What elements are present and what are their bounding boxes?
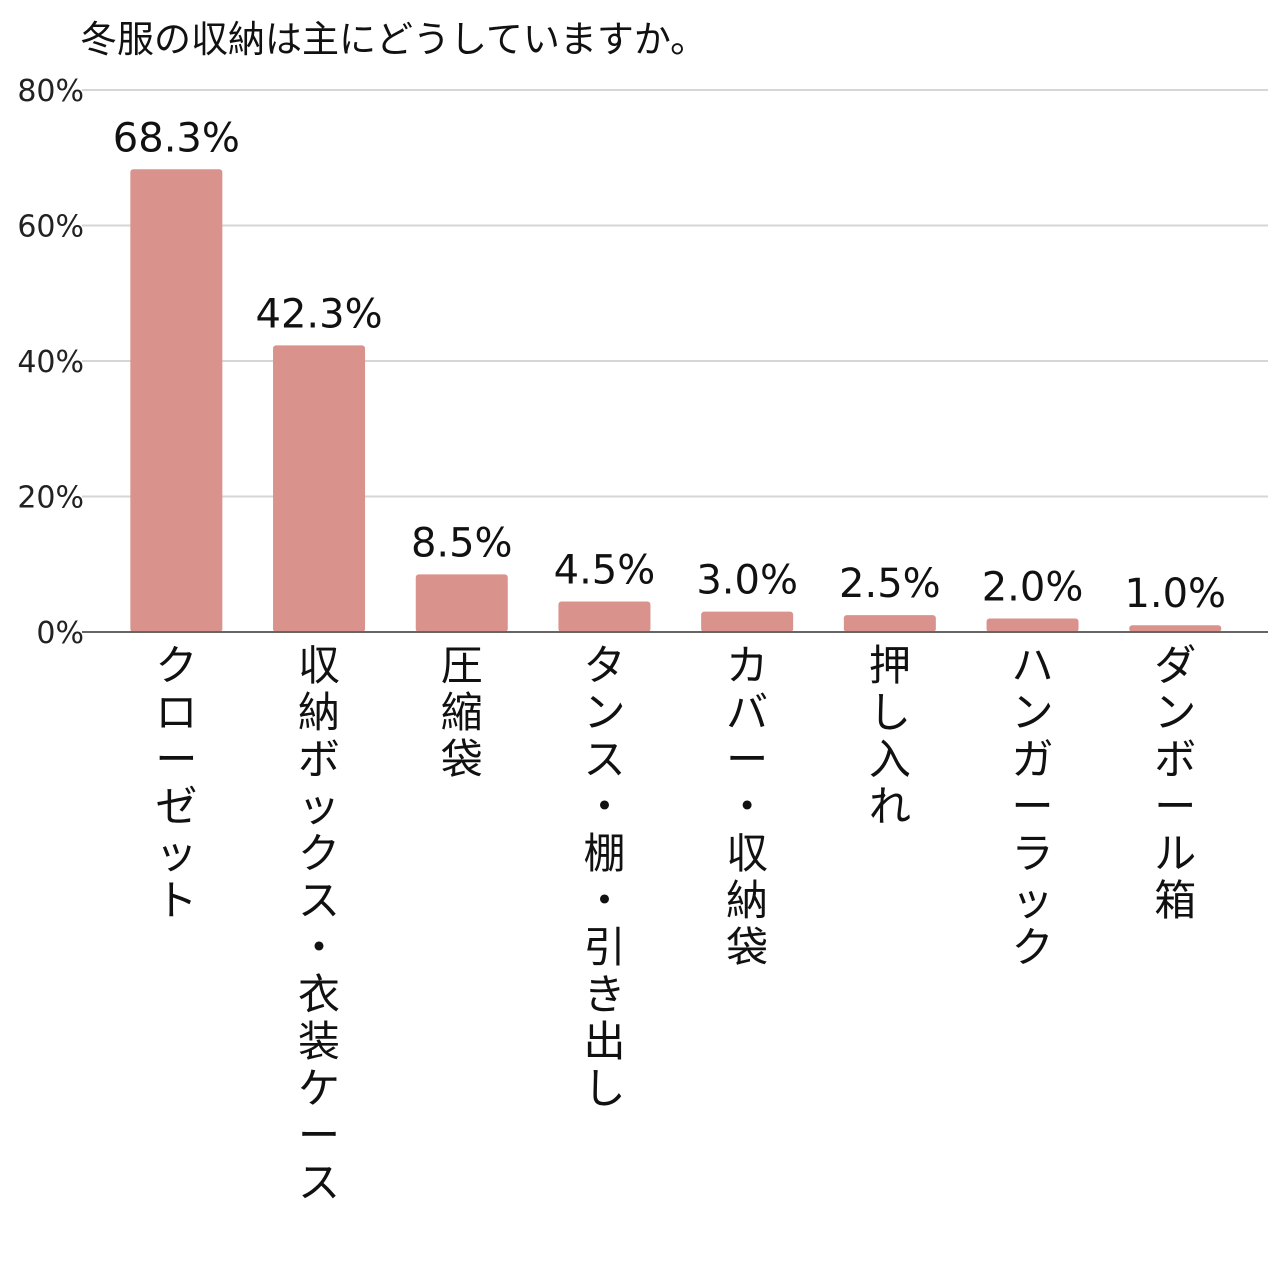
category-label: 圧縮袋 <box>441 641 483 784</box>
y-tick-label: 60% <box>17 210 84 245</box>
value-label: 42.3% <box>256 291 383 337</box>
y-tick-label: 40% <box>17 345 84 380</box>
value-label: 1.0% <box>1124 571 1226 617</box>
y-tick-label: 0% <box>36 616 84 651</box>
bar-1 <box>273 345 366 632</box>
y-tick-label: 20% <box>17 481 84 516</box>
category-label: 収納ボックス・衣装ケース <box>298 641 340 1207</box>
category-label: 押し入れ <box>869 641 911 831</box>
value-label: 2.0% <box>982 564 1084 610</box>
value-label: 3.0% <box>696 558 798 604</box>
bar-0 <box>130 169 223 632</box>
value-label: 2.5% <box>839 561 941 607</box>
category-label: ハンガーラック <box>1012 641 1054 972</box>
bar-3 <box>558 601 651 632</box>
value-label: 4.5% <box>554 548 656 594</box>
value-label: 8.5% <box>411 520 513 566</box>
bar-7 <box>1129 625 1222 632</box>
value-label: 68.3% <box>113 115 240 161</box>
category-label: クローゼット <box>155 641 197 925</box>
y-axis-tick-labels: 0% 20% 40% 60% 80% <box>17 74 84 651</box>
category-label: タンス・棚・引き出し <box>583 641 625 1113</box>
category-label: カバー・収納袋 <box>726 641 768 972</box>
category-label: ダンボール箱 <box>1154 641 1196 925</box>
bar-4 <box>701 611 794 632</box>
bars <box>130 169 1222 632</box>
bar-2 <box>415 574 508 632</box>
bar-6 <box>986 618 1079 632</box>
bar-5 <box>843 615 936 632</box>
category-labels: クローゼット 収納ボックス・衣装ケース 圧縮袋 タンス・棚・引き出し カバー・収納袋 押し… <box>155 641 1196 1207</box>
chart-title: 冬服の収納は主にどうしていますか。 <box>80 18 707 61</box>
y-tick-label: 80% <box>17 74 84 109</box>
value-labels: 68.3% 42.3% 8.5% 4.5% 3.0% 2.5% 2.0% 1.0% <box>113 115 1226 617</box>
